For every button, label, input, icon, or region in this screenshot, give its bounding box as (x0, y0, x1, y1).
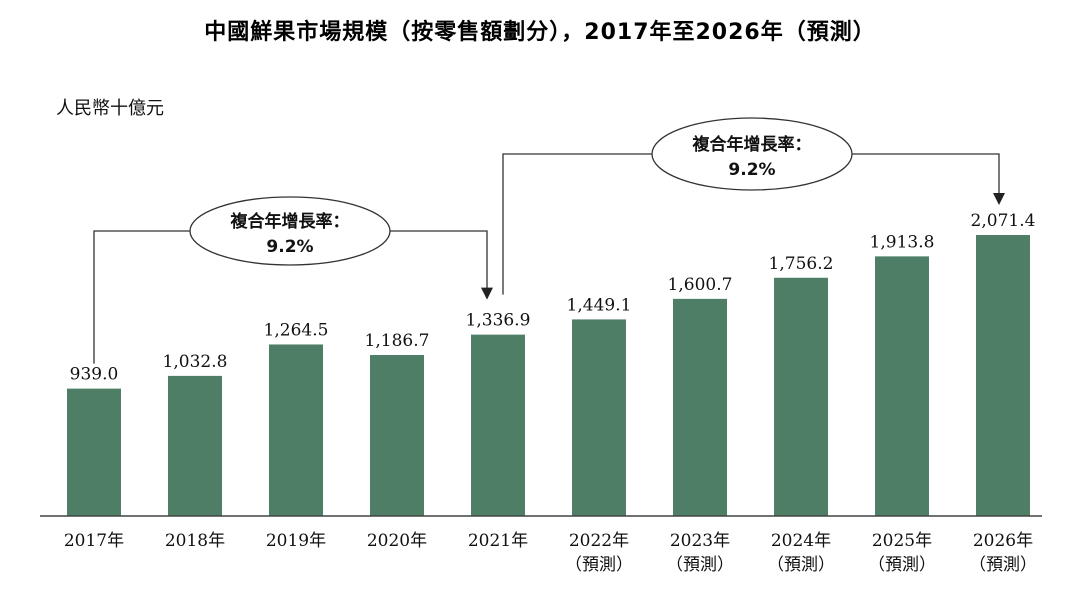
data-label: 1,600.7 (668, 275, 733, 295)
cagr-bubble (189, 196, 391, 266)
bar (875, 256, 929, 516)
x-tick-label: 2022年 (569, 531, 629, 551)
x-tick-label: 2024年 (771, 531, 831, 551)
x-tick-label: 2018年 (165, 531, 225, 551)
arrow-down-icon (993, 193, 1005, 205)
data-label: 1,336.9 (466, 311, 531, 331)
x-tick-sublabel: （預測） (868, 555, 936, 575)
x-tick-sublabel: （預測） (565, 555, 633, 575)
bar (572, 319, 626, 516)
bar (673, 298, 727, 516)
x-tick-label: 2020年 (367, 531, 427, 551)
data-label: 1,032.8 (163, 352, 228, 372)
bar (269, 344, 323, 516)
x-tick-sublabel: （預測） (969, 555, 1037, 575)
bar (370, 355, 424, 516)
bar (774, 277, 828, 516)
arrow-down-icon (481, 287, 493, 300)
cagr-bubble (651, 117, 853, 191)
chart-title: 中國鮮果市場規模（按零售額劃分），2017年至2026年（預測） (204, 20, 876, 45)
data-label: 1,186.7 (365, 331, 430, 351)
data-label: 1,264.5 (264, 320, 329, 340)
data-label: 1,756.2 (769, 254, 834, 274)
data-label: 1,449.1 (567, 295, 632, 315)
bar (471, 334, 525, 516)
x-tick-sublabel: （預測） (666, 555, 734, 575)
bars-group: 939.0 2017年 1,032.8 2018年 1,264.5 2019年 1,186.… (64, 211, 1037, 575)
x-tick-label: 2026年 (973, 531, 1033, 551)
cagr-value: 9.2% (266, 237, 313, 257)
x-tick-label: 2019年 (266, 531, 326, 551)
x-tick-label: 2021年 (468, 531, 528, 551)
data-label: 939.0 (70, 365, 119, 385)
data-label: 1,913.8 (870, 232, 935, 252)
cagr-annotations: 複合年增長率： 9.2% 複合年增長率： 9.2% (93, 117, 1005, 364)
x-tick-sublabel: （預測） (767, 555, 835, 575)
x-tick-label: 2017年 (64, 531, 124, 551)
bar (976, 235, 1030, 516)
x-tick-label: 2023年 (670, 531, 730, 551)
bar (67, 388, 121, 516)
x-tick-label: 2025年 (872, 531, 932, 551)
data-label: 2,071.4 (971, 211, 1036, 231)
cagr-label: 複合年增長率： (230, 211, 350, 232)
cagr-value: 9.2% (728, 160, 775, 180)
bar (168, 375, 222, 516)
cagr-label: 複合年增長率： (692, 134, 812, 155)
y-unit-label: 人民幣十億元 (56, 98, 164, 119)
